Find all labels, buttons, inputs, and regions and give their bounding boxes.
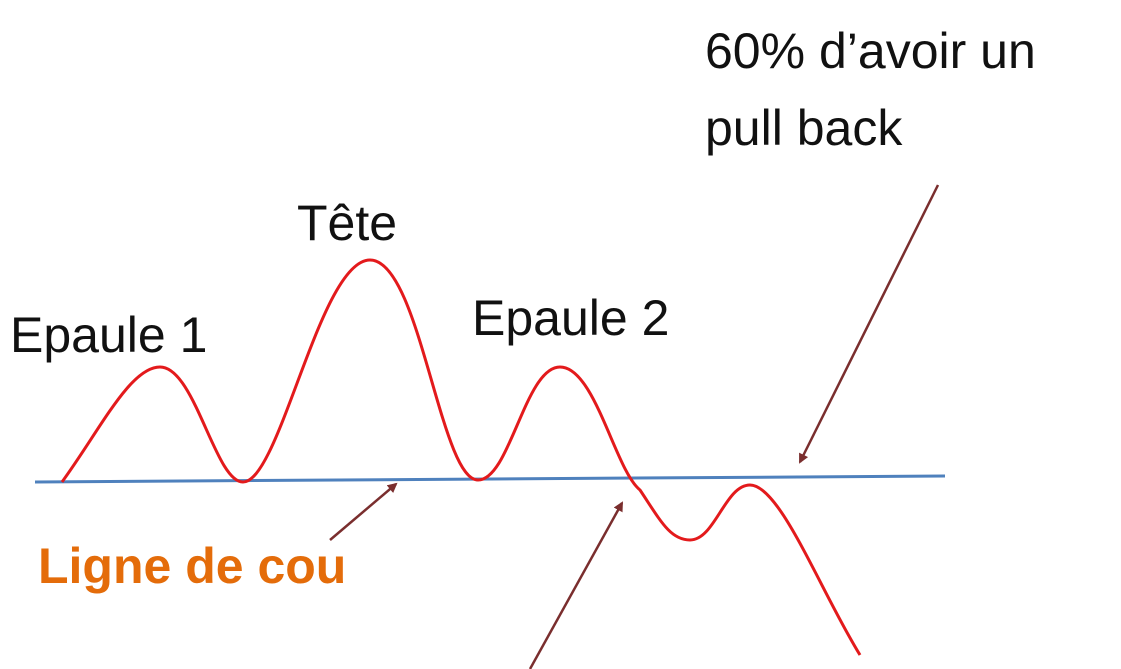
shoulder-label: Epaule 1: [10, 307, 207, 363]
arrow: [798, 184, 940, 464]
annotation-line: 60% d’avoir un: [705, 23, 1036, 79]
arrow: [329, 482, 398, 541]
arrow: [528, 501, 624, 669]
head-label: Tête: [297, 195, 397, 251]
neckline: [34, 474, 946, 484]
annotation-line: pull back: [705, 100, 903, 156]
price-curve: [60, 258, 862, 656]
shoulder-label: Epaule 2: [472, 290, 669, 346]
neckline-label: Ligne de cou: [38, 538, 346, 594]
